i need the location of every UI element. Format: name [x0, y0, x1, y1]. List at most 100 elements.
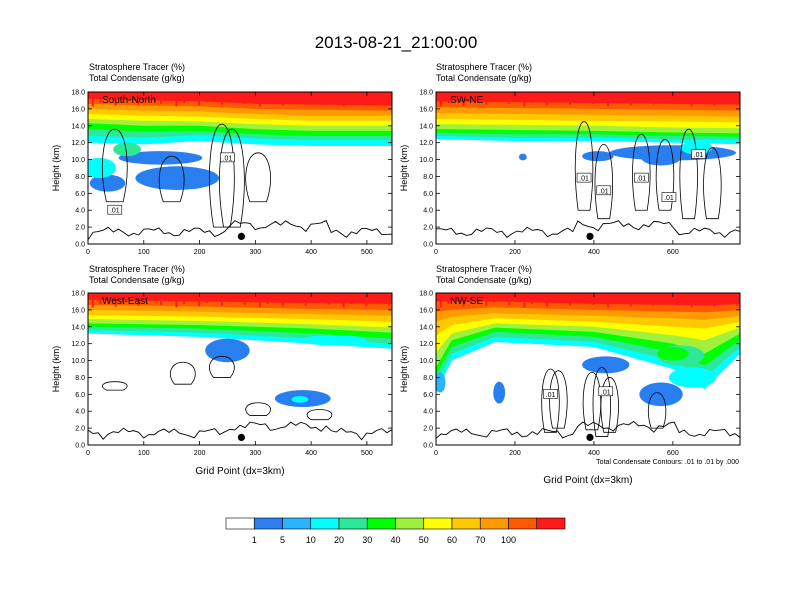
tracer-streak: [137, 92, 140, 105]
tracer-streak: [477, 92, 480, 99]
tracer-streak: [477, 293, 480, 300]
condensate-contour: [679, 128, 698, 220]
y-tick-label: 18.0: [419, 90, 433, 97]
colorbar-swatch: [536, 517, 566, 530]
tracer-streak: [508, 293, 511, 305]
tracer-streak: [342, 293, 345, 308]
tracer-streak: [462, 293, 465, 307]
condensate-contour: [574, 121, 594, 211]
x-tick-label: 0: [86, 249, 90, 256]
x-tick-label: 500: [361, 249, 373, 256]
location-marker: [586, 433, 594, 441]
tracer-streak: [455, 92, 457, 100]
tracer-streak: [561, 92, 564, 99]
condensate-contour: [306, 409, 333, 421]
tracer-streak: [500, 92, 503, 98]
tracer-streak: [667, 293, 670, 299]
tracer-streak: [160, 293, 163, 305]
tracer-streak: [607, 92, 609, 107]
tracer-streak: [205, 293, 208, 304]
tracer-streak: [531, 92, 533, 103]
y-tick-label: 6.0: [75, 191, 85, 198]
contour-label-box: [633, 172, 649, 183]
tracer-streak: [373, 293, 375, 304]
y-tick-label: 18.0: [419, 291, 433, 298]
tracer-streak: [629, 92, 632, 106]
tracer-streak: [500, 293, 503, 299]
y-tick-label: 14.0: [71, 324, 85, 331]
tracer-blob: [657, 347, 689, 361]
y-tick-label: 18.0: [71, 90, 85, 97]
tracer-blob: [299, 335, 367, 346]
plot-area: .01 .01: [88, 92, 392, 244]
tracer-streak: [561, 293, 564, 300]
tracer-streak: [297, 92, 299, 99]
condensate-contour: [209, 355, 235, 378]
x-tick-label: 100: [138, 450, 150, 457]
condensate-contour: [245, 402, 271, 416]
colorbar-swatch: [282, 517, 312, 530]
tracer-streak: [721, 92, 723, 103]
tracer-streak: [690, 92, 693, 107]
tracer-streak: [350, 293, 353, 304]
y-tick-label: 10.0: [71, 358, 85, 365]
condensate-contour: [549, 370, 568, 429]
tracer-blob: [518, 153, 527, 161]
panel-label: NW-SE: [450, 296, 483, 307]
tracer-streak: [683, 293, 685, 302]
tracer-streak: [470, 293, 473, 304]
x-tick-label: 300: [249, 450, 261, 457]
condensate-contour: [647, 392, 667, 429]
x-tick-label: 600: [667, 450, 679, 457]
condensate-contour: [582, 371, 602, 431]
y-tick-label: 4.0: [75, 208, 85, 215]
tracer-streak: [243, 92, 246, 104]
panel-label: SW-NE: [450, 95, 483, 106]
tracer-streak: [607, 293, 609, 308]
tracer-streak: [114, 92, 117, 106]
tracer-streak: [327, 92, 330, 104]
x-tick-label: 100: [138, 249, 150, 256]
tracer-streak: [629, 293, 632, 307]
tracer-blob: [582, 356, 630, 374]
tracer-streak: [462, 92, 465, 106]
tracer-blob: [291, 396, 309, 403]
tracer-streak: [251, 92, 254, 101]
tracer-streak: [335, 92, 337, 101]
tracer-streak: [357, 92, 360, 100]
y-tick-label: 0.0: [423, 242, 433, 249]
tracer-streak: [591, 92, 594, 104]
tracer-streak: [569, 293, 571, 306]
tracer-streak: [485, 92, 488, 105]
tracer-streak: [447, 293, 450, 304]
panel-south-north: Stratosphere Tracer (%) Total Condensate…: [51, 62, 393, 256]
contour-label: .01: [636, 176, 646, 183]
panel-var2: Total Condensate (g/kg): [89, 275, 185, 285]
y-tick-label: 4.0: [75, 409, 85, 416]
condensate-contour: [245, 152, 271, 203]
tracer-streak: [107, 92, 109, 100]
tracer-streak: [683, 92, 685, 101]
y-tick-label: 4.0: [423, 208, 433, 215]
x-tick-label: 0: [86, 450, 90, 457]
tracer-streak: [736, 92, 739, 105]
tracer-streak: [129, 293, 132, 300]
tracer-streak: [546, 92, 549, 106]
tracer-streak: [493, 92, 495, 102]
condensate-contour: [655, 138, 675, 211]
contour-label: .01: [599, 188, 609, 195]
tracer-streak: [523, 293, 526, 308]
contour-label-box: [691, 149, 706, 159]
y-tick-label: 8.0: [423, 174, 433, 181]
tracer-streak: [266, 92, 269, 103]
panel-var2: Total Condensate (g/kg): [436, 275, 532, 285]
tracer-streak: [667, 92, 670, 98]
tracer-streak: [652, 293, 655, 306]
location-marker: [237, 433, 245, 441]
colorbar-tick-label: 60: [447, 535, 457, 545]
panel-label: South-North: [102, 95, 156, 106]
tracer-streak: [236, 293, 239, 299]
tracer-blob: [113, 142, 141, 157]
tracer-streak: [388, 293, 391, 306]
x-tick-label: 200: [509, 249, 521, 256]
